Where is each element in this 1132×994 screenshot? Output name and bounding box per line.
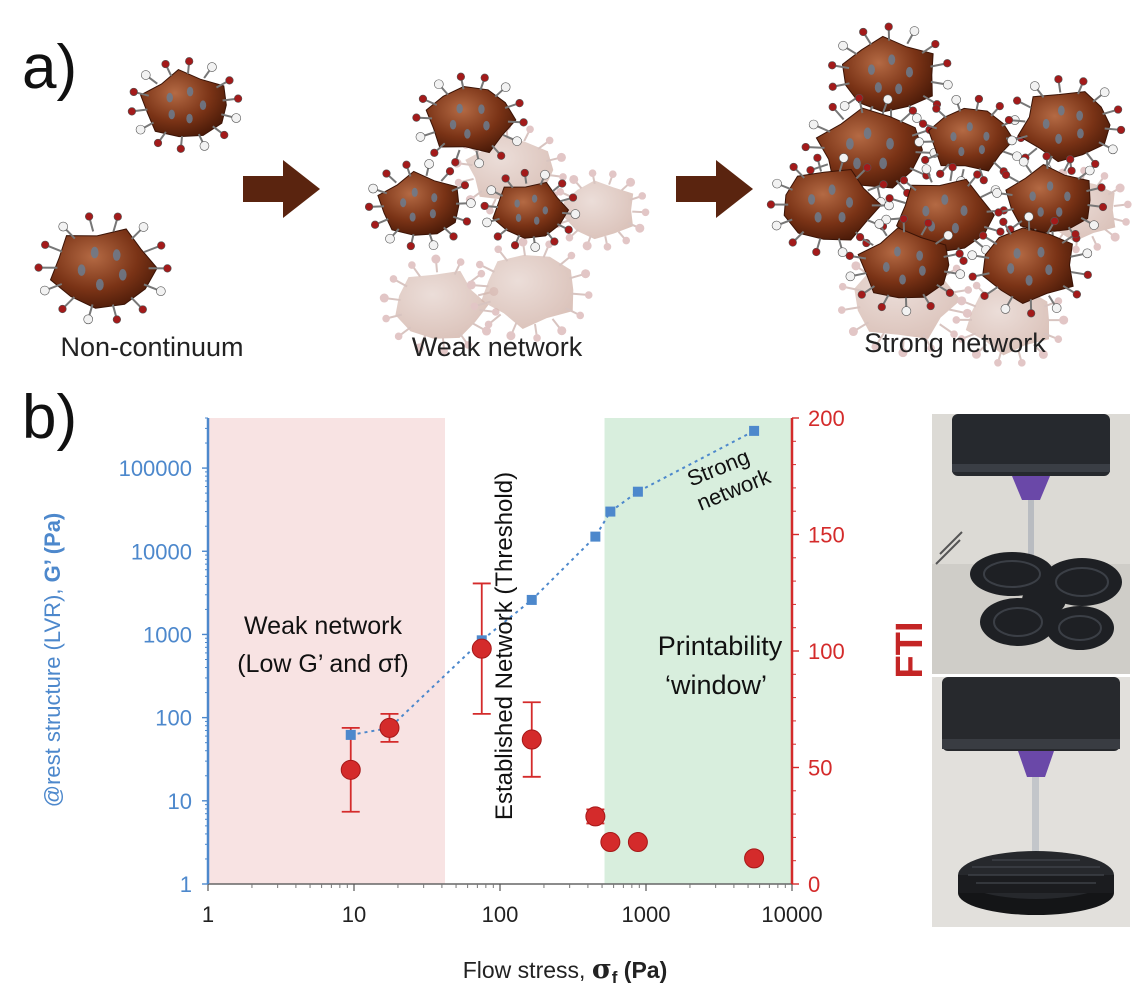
y-left-tick-label: 10 [168, 789, 192, 814]
axes: 1 10 100 1000 10000 1 10 100 1000 10000 100000 0 50 1… [119, 406, 845, 927]
region-label-printability: Printability [658, 631, 783, 661]
ghost-particle [379, 254, 500, 355]
x-tick-label: 10000 [761, 902, 822, 927]
stage-label-strong-network: Strong network [864, 328, 1046, 358]
gprime-point [632, 486, 643, 497]
y-right-tick-label: 50 [808, 756, 832, 781]
particle [845, 214, 966, 316]
fti-point [744, 848, 765, 869]
x-tick-label: 10 [342, 902, 366, 927]
x-axis-title-sigma: σ [592, 954, 612, 985]
region-label-window: ‘window’ [665, 670, 767, 700]
x-axis-title-unit: (Pa) [617, 957, 667, 983]
x-axis-title-sub: f [612, 968, 618, 987]
y-left-tick-label: 1 [180, 872, 192, 897]
gprime-point [526, 594, 537, 605]
fti-point [627, 832, 648, 853]
y-left-axis-title-g: G’ (Pa) [40, 513, 65, 583]
region-weak-network [208, 418, 445, 884]
y-right-tick-label: 150 [808, 523, 845, 548]
stage-label-non-continuum: Non-continuum [60, 332, 243, 362]
arrow-1-icon [243, 160, 320, 218]
y-left-tick-label: 100000 [119, 456, 192, 481]
panel-b-label: b) [22, 383, 77, 452]
fti-point [585, 806, 606, 827]
photo-printed-disk-graphic [932, 677, 1130, 927]
region-label-weak-sub: (Low G’ and σf) [237, 650, 409, 678]
particle-illustrations [34, 22, 1132, 367]
y-left-tick-label: 100 [155, 706, 192, 731]
photo-printed-clover [932, 414, 1130, 674]
particle [127, 57, 243, 153]
region-label-weak: Weak network [244, 612, 402, 640]
fti-point [340, 759, 361, 780]
particle [364, 159, 476, 251]
gprime-point [590, 531, 601, 542]
fti-point [600, 832, 621, 853]
photo-printed-disk [932, 677, 1130, 927]
particle [480, 168, 581, 252]
panel-a-label: a) [22, 33, 77, 102]
y-left-tick-label: 10000 [131, 539, 192, 564]
y-right-tick-label: 200 [808, 406, 845, 431]
ghost-particle [466, 237, 593, 342]
y-left-axis-title-main: @rest structure (LVR), [40, 582, 65, 807]
particle [914, 94, 1026, 186]
x-axis-title-prefix: Flow stress, [463, 957, 592, 983]
y-left-axis-title: @rest structure (LVR), G’ (Pa) [40, 513, 65, 808]
x-tick-label: 100 [482, 902, 519, 927]
y-right-tick-label: 100 [808, 639, 845, 664]
particle [34, 212, 172, 325]
chart-plot: 1 10 100 1000 10000 1 10 100 1000 10000 100000 0 50 1… [119, 406, 845, 927]
x-tick-label: 1000 [622, 902, 671, 927]
photo-printed-clover-graphic [932, 414, 1130, 674]
particle [801, 93, 940, 207]
y-right-axis-title: FTI [889, 622, 931, 679]
fti-point [521, 729, 542, 750]
fti-point [471, 638, 492, 659]
x-tick-label: 1 [202, 902, 214, 927]
arrow-2-icon [676, 160, 753, 218]
particle [412, 72, 528, 169]
fti-point [379, 717, 400, 738]
y-right-tick-label: 0 [808, 872, 820, 897]
fti-series [340, 638, 765, 869]
region-label-threshold: Established Network (Threshold) [491, 472, 518, 820]
particle [828, 22, 953, 128]
gprime-point [345, 729, 356, 740]
particle [967, 211, 1093, 318]
gprime-point [749, 425, 760, 436]
y-left-tick-label: 1000 [143, 622, 192, 647]
gprime-point [605, 506, 616, 517]
x-axis-title: Flow stress, σf (Pa) [463, 954, 668, 987]
stage-label-weak-network: Weak network [412, 332, 583, 362]
particle [766, 153, 894, 258]
